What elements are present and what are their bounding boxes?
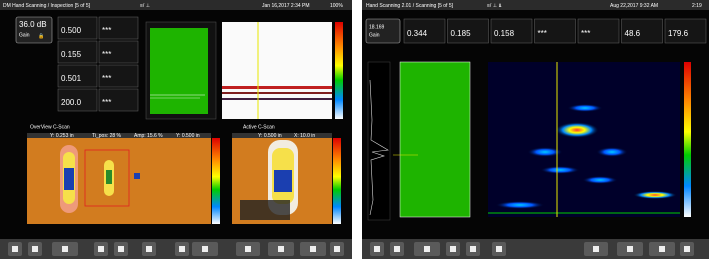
reading-value: *** — [102, 74, 111, 83]
cscan-info: X: 10.0 in — [294, 133, 315, 139]
gate-area — [150, 28, 208, 114]
gain-label: Gain — [19, 32, 30, 38]
button-icon — [374, 246, 380, 252]
gate-area — [400, 62, 470, 217]
button-icon — [245, 246, 251, 252]
button-icon — [470, 246, 476, 252]
active-title: Active C-Scan — [243, 124, 275, 130]
cscan-info: Y: 0.500 in — [258, 133, 282, 139]
button-icon — [627, 246, 633, 252]
icons: ≡/ ⊥ — [140, 3, 150, 9]
cscan-info: Ti_pos: 28 % — [92, 133, 122, 139]
gain-value: 36.0 dB — [19, 20, 47, 29]
button-icon — [450, 246, 456, 252]
icons: ≡/ ⊥ ⫫ — [487, 3, 501, 9]
reading-value: *** — [102, 98, 111, 107]
gain-value: 18.169 — [369, 24, 385, 30]
button-icon — [118, 246, 124, 252]
button-icon — [310, 246, 316, 252]
button-icon — [684, 246, 690, 252]
button-icon — [202, 246, 208, 252]
overview-cscan — [27, 138, 211, 224]
reading-value: 48.6 — [625, 29, 641, 38]
reading-value: *** — [102, 50, 111, 59]
gain-box[interactable] — [366, 19, 400, 43]
button-icon — [278, 246, 284, 252]
screen-title: Hand Scanning 2.01 / Scanning [5 of 5] — [366, 3, 454, 9]
color-bar — [684, 62, 691, 217]
button-icon — [62, 246, 68, 252]
battery: 100% — [330, 3, 343, 9]
screen-title: DM Hand Scanning / Inspection [5 of 5] — [3, 3, 91, 9]
reading-value: 0.344 — [407, 29, 428, 38]
datetime: Aug 22,2017 9:32 AM — [610, 3, 658, 9]
button-icon — [593, 246, 599, 252]
button-icon — [394, 246, 400, 252]
reading-value: 0.500 — [61, 26, 82, 35]
overview-title: OverView C-Scan — [30, 124, 70, 130]
gain-label: Gain — [369, 32, 380, 38]
reading-value: *** — [538, 29, 547, 38]
datetime: Jan 16,2017 2:34 PM — [262, 3, 310, 9]
reading-value: 0.185 — [451, 29, 472, 38]
left-screen: DM Hand Scanning / Inspection [5 of 5] ≡… — [0, 0, 352, 259]
lock-icon: 🔒 — [38, 32, 44, 39]
button-icon — [179, 246, 185, 252]
reading-value: *** — [581, 29, 590, 38]
color-bar — [335, 22, 343, 119]
right-screen: Hand Scanning 2.01 / Scanning [5 of 5] ≡… — [362, 0, 709, 259]
button-icon — [496, 246, 502, 252]
reading-value: 0.155 — [61, 50, 82, 59]
battery: 2:19 — [692, 3, 702, 9]
button-icon — [334, 246, 340, 252]
screenshot: DM Hand Scanning / Inspection [5 of 5] ≡… — [0, 0, 709, 259]
reading-value: *** — [102, 26, 111, 35]
button-icon — [12, 246, 18, 252]
cscan-info: Y: 0.253 in — [50, 133, 74, 139]
cscan-info: Amp: 15.6 % — [134, 133, 163, 139]
button-icon — [146, 246, 152, 252]
reading-value: 0.158 — [494, 29, 515, 38]
b-scan — [222, 22, 332, 119]
button-icon — [98, 246, 104, 252]
reading-value: 200.0 — [61, 98, 82, 107]
reading-value: 179.6 — [668, 29, 689, 38]
cscan-info: Y: 0.500 in — [176, 133, 200, 139]
button-icon — [659, 246, 665, 252]
reading-value: 0.501 — [61, 74, 82, 83]
button-icon — [424, 246, 430, 252]
button-icon — [32, 246, 38, 252]
